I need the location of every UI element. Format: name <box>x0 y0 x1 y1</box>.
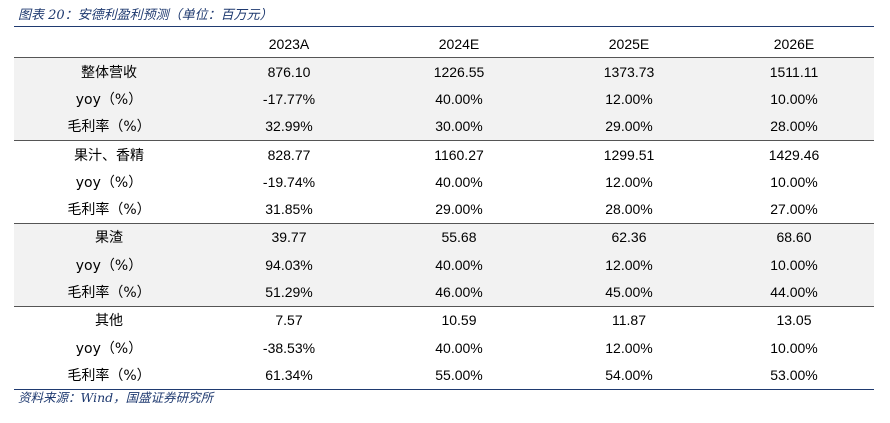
table-cell: 46.00% <box>435 284 483 301</box>
table-cell: 29.00% <box>435 201 483 218</box>
table-cell: 40.00% <box>435 173 483 190</box>
table-row: 毛利率（%） 32.99% 30.00% 29.00% 28.00% <box>14 112 874 141</box>
caption-divider <box>14 26 874 27</box>
table-cell: 1299.51 <box>603 146 655 163</box>
table-row: 毛利率（%） 61.34% 55.00% 54.00% 53.00% <box>14 361 874 389</box>
table-cell: 11.87 <box>612 312 646 329</box>
table-cell: 1226.55 <box>433 63 485 80</box>
table-cell: 55.00% <box>435 366 483 383</box>
column-header: 2025E <box>608 35 650 52</box>
row-label: 整体营收 <box>81 64 137 81</box>
table-cell: 94.03% <box>265 256 313 273</box>
table-row: 果汁、香精 828.77 1160.27 1299.51 1429.46 <box>14 140 874 168</box>
column-header: 2023A <box>268 35 310 52</box>
table-cell: 29.00% <box>605 118 653 135</box>
table-cell: 53.00% <box>770 366 818 383</box>
table-cell: 1373.73 <box>603 63 655 80</box>
table-row: 其他 7.57 10.59 11.87 13.05 <box>14 306 874 334</box>
table-cell: 40.00% <box>435 339 483 356</box>
group-pomace: 果渣 39.77 55.68 62.36 68.60 yoy（%） 94.03%… <box>14 223 874 307</box>
table-cell: -17.77% <box>262 90 316 107</box>
table-cell: 876.10 <box>267 63 311 80</box>
table-cell: 32.99% <box>265 118 313 135</box>
row-label: 毛利率（%） <box>67 367 151 384</box>
table-cell: 61.34% <box>265 366 313 383</box>
table-cell: 10.00% <box>770 173 818 190</box>
table-cell: 54.00% <box>605 366 653 383</box>
row-label: 毛利率（%） <box>67 119 151 136</box>
table-row: 毛利率（%） 31.85% 29.00% 28.00% 27.00% <box>14 195 874 223</box>
table-cell: 55.68 <box>441 229 477 246</box>
table-cell: 10.59 <box>441 312 477 329</box>
table-cell: 27.00% <box>770 201 818 218</box>
table-cell: 51.29% <box>265 284 313 301</box>
row-label: 毛利率（%） <box>67 285 151 302</box>
table-cell: -19.74% <box>262 173 316 190</box>
table-cell: 828.77 <box>267 146 311 163</box>
row-label: 其他 <box>95 313 123 330</box>
table-cell: 40.00% <box>435 90 483 107</box>
table-cell: 44.00% <box>770 284 818 301</box>
table-row: 整体营收 876.10 1226.55 1373.73 1511.11 <box>14 57 874 86</box>
table-cell: 28.00% <box>770 118 818 135</box>
table-cell: 13.05 <box>776 312 812 329</box>
column-header: 2024E <box>438 35 480 52</box>
row-label: yoy（%） <box>75 91 143 108</box>
table-cell: 28.00% <box>605 201 653 218</box>
column-header: 2026E <box>773 35 815 52</box>
row-label: yoy（%） <box>75 257 143 274</box>
table-caption: 图表 20：安德利盈利预测（单位：百万元） <box>18 8 273 23</box>
table-cell: 12.00% <box>605 173 653 190</box>
row-label: yoy（%） <box>75 340 143 357</box>
group-other: 其他 7.57 10.59 11.87 13.05 yoy（%） -38.53%… <box>14 306 874 390</box>
table-row: yoy（%） -38.53% 40.00% 12.00% 10.00% <box>14 334 874 361</box>
row-label: yoy（%） <box>75 174 143 191</box>
source-note: 资料来源：Wind，国盛证券研究所 <box>18 390 214 405</box>
column-header <box>14 30 204 58</box>
group-total-revenue: 整体营收 876.10 1226.55 1373.73 1511.11 yoy（… <box>14 57 874 141</box>
table-row: 果渣 39.77 55.68 62.36 68.60 <box>14 223 874 252</box>
table-cell: 10.00% <box>770 256 818 273</box>
table-cell: 12.00% <box>605 256 653 273</box>
table-row: yoy（%） 94.03% 40.00% 12.00% 10.00% <box>14 251 874 279</box>
table-cell: 39.77 <box>271 229 307 246</box>
table-row: yoy（%） -17.77% 40.00% 12.00% 10.00% <box>14 85 874 113</box>
table-cell: 68.60 <box>776 229 812 246</box>
row-label: 果渣 <box>95 230 123 247</box>
table-cell: 62.36 <box>611 229 647 246</box>
table-cell: 45.00% <box>605 284 653 301</box>
table-cell: 30.00% <box>435 118 483 135</box>
table-cell: 10.00% <box>770 90 818 107</box>
table-cell: 12.00% <box>605 339 653 356</box>
header-row: 2023A 2024E 2025E 2026E <box>14 30 874 58</box>
table-cell: 1429.46 <box>768 146 820 163</box>
table-cell: 1160.27 <box>434 146 484 163</box>
table-cell: -38.53% <box>262 339 316 356</box>
table-cell: 40.00% <box>435 256 483 273</box>
table-cell: 7.57 <box>275 312 303 329</box>
table-cell: 12.00% <box>605 90 653 107</box>
group-juice-flavor: 果汁、香精 828.77 1160.27 1299.51 1429.46 yoy… <box>14 140 874 224</box>
row-label: 果汁、香精 <box>74 147 144 164</box>
table-cell: 10.00% <box>770 339 818 356</box>
table-row: 毛利率（%） 51.29% 46.00% 45.00% 44.00% <box>14 278 874 307</box>
table-cell: 31.85% <box>265 201 313 218</box>
table-row: yoy（%） -19.74% 40.00% 12.00% 10.00% <box>14 168 874 195</box>
row-label: 毛利率（%） <box>67 202 151 219</box>
table-cell: 1511.11 <box>769 63 819 80</box>
profit-forecast-table: 2023A 2024E 2025E 2026E 整体营收 876.10 1226… <box>14 30 874 390</box>
